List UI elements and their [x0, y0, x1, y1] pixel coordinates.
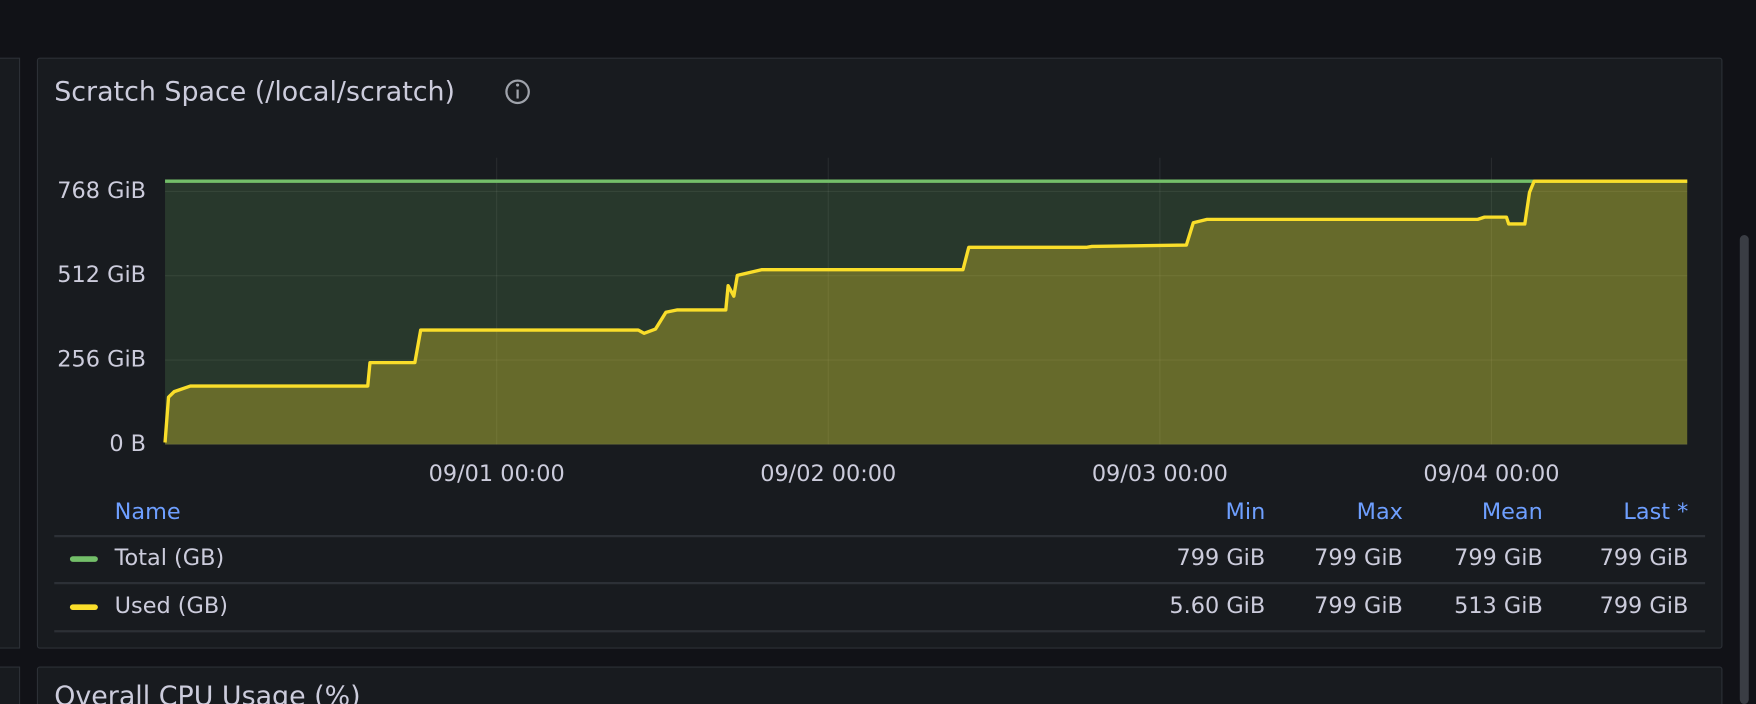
series-line: [163, 179, 1688, 443]
legend-header[interactable]: Mean: [1482, 499, 1543, 525]
panel: [36, 57, 1723, 649]
x-tick-label: 09/02 00:00: [760, 461, 896, 487]
legend-header[interactable]: Max: [1357, 499, 1403, 525]
legend-stat: 5.60 GiB: [1169, 593, 1265, 619]
legend-stat: 799 GiB: [1600, 545, 1689, 571]
panel: [36, 666, 1723, 704]
legend-name[interactable]: Total (GB): [114, 545, 225, 571]
legend-swatch: [69, 604, 98, 610]
y-tick-label: 256 GiB: [57, 347, 146, 373]
legend-header[interactable]: Name: [115, 499, 181, 525]
scrollbar[interactable]: [1739, 235, 1749, 704]
info-icon[interactable]: [505, 79, 530, 105]
legend-swatch: [69, 556, 98, 562]
y-tick-label: 768 GiB: [57, 178, 146, 204]
x-tick-label: 09/03 00:00: [1092, 461, 1228, 487]
legend-stat: 799 GiB: [1454, 545, 1543, 571]
legend-stat: 799 GiB: [1314, 545, 1403, 571]
panel-title: Overall CPU Usage (%): [54, 681, 360, 704]
y-tick-label: 512 GiB: [57, 262, 146, 288]
x-tick-label: 09/04 00:00: [1423, 461, 1559, 487]
panel-title: Scratch Space (/local/scratch): [54, 76, 455, 107]
legend-stat: 799 GiB: [1314, 593, 1403, 619]
legend-stat: 799 GiB: [1177, 545, 1266, 571]
legend-header[interactable]: Min: [1226, 499, 1266, 525]
series-area: [165, 181, 1688, 445]
series-area: [165, 181, 1688, 445]
side-panel: [0, 666, 21, 704]
side-panel: [0, 57, 21, 649]
legend-stat: 513 GiB: [1454, 593, 1543, 619]
legend-name[interactable]: Used (GB): [115, 593, 228, 619]
legend-stat: 799 GiB: [1600, 593, 1689, 619]
legend-header[interactable]: Last *: [1623, 499, 1688, 525]
x-tick-label: 09/01 00:00: [429, 461, 565, 487]
y-tick-label: 0 B: [109, 431, 146, 457]
